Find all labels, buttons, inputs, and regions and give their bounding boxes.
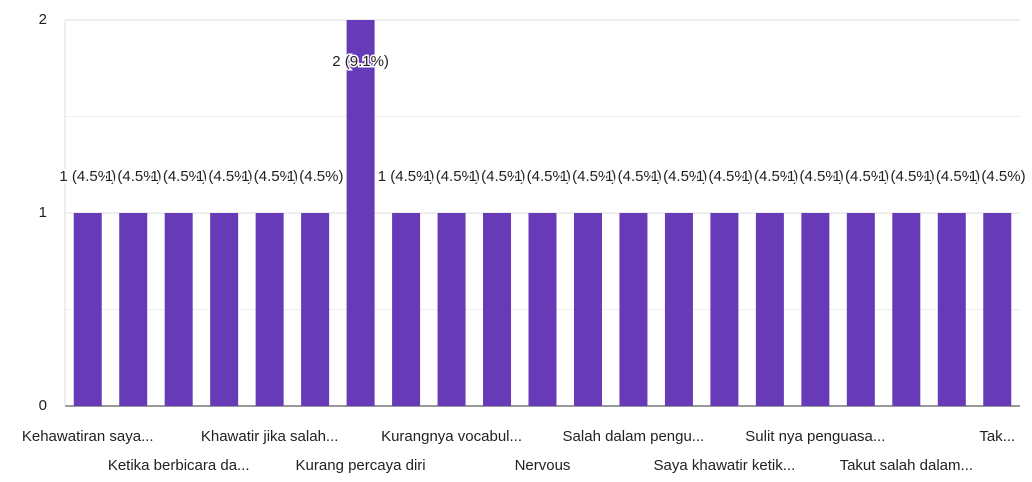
data-label: 1 (4.5%): [696, 168, 753, 185]
data-label: 1 (4.5%): [196, 168, 253, 185]
x-tick-label: Ketika berbicara da...: [108, 457, 250, 474]
data-label: 2 (9.1%): [332, 53, 389, 70]
data-label: 1 (4.5%): [878, 168, 935, 185]
x-tick-label: Sulit nya penguasa...: [745, 428, 885, 445]
data-label: 1 (4.5%): [59, 168, 116, 185]
bar: [710, 213, 739, 406]
data-label: 1 (4.5%): [969, 168, 1026, 185]
data-label: 1 (4.5%): [787, 168, 844, 185]
bar: [755, 213, 784, 406]
bar: [664, 213, 693, 406]
bar: [937, 213, 966, 406]
bar: [528, 213, 557, 406]
data-label: 1 (4.5%): [923, 168, 980, 185]
bar: [210, 213, 239, 406]
bar: [164, 213, 193, 406]
data-label: 1 (4.5%): [469, 168, 526, 185]
y-tick-label: 0: [39, 397, 47, 414]
bar: [619, 213, 648, 406]
data-label: 1 (4.5%): [378, 168, 435, 185]
data-label: 1 (4.5%): [105, 168, 162, 185]
bar: [301, 213, 330, 406]
data-label: 1 (4.5%): [651, 168, 708, 185]
data-label: 1 (4.5%): [560, 168, 617, 185]
data-label: 1 (4.5%): [832, 168, 889, 185]
bar: [392, 213, 421, 406]
y-tick-label: 1: [39, 204, 47, 221]
x-tick-label: Kurangnya vocabul...: [381, 428, 522, 445]
data-label: 1 (4.5%): [241, 168, 298, 185]
bar: [983, 213, 1012, 406]
bar: [346, 20, 375, 406]
bar: [119, 213, 148, 406]
bar: [483, 213, 512, 406]
bar: [892, 213, 921, 406]
x-tick-label: Tak...: [979, 428, 1015, 445]
x-tick-label: Kehawatiran saya...: [22, 428, 154, 445]
x-tick-label: Takut salah dalam...: [840, 457, 973, 474]
x-tick-label: Nervous: [515, 457, 571, 474]
data-label: 1 (4.5%): [605, 168, 662, 185]
x-tick-label: Salah dalam pengu...: [563, 428, 705, 445]
bar: [73, 213, 102, 406]
bar: [255, 213, 284, 406]
x-tick-label: Khawatir jika salah...: [201, 428, 339, 445]
bar: [437, 213, 466, 406]
data-label: 1 (4.5%): [742, 168, 799, 185]
y-tick-label: 2: [39, 11, 47, 28]
bar: [846, 213, 875, 406]
data-label: 1 (4.5%): [287, 168, 344, 185]
x-tick-label: Kurang percaya diri: [296, 457, 426, 474]
x-tick-label: Saya khawatir ketik...: [654, 457, 796, 474]
data-label: 1 (4.5%): [423, 168, 480, 185]
bar: [801, 213, 830, 406]
data-label: 1 (4.5%): [514, 168, 571, 185]
bar: [573, 213, 602, 406]
data-label: 1 (4.5%): [150, 168, 207, 185]
